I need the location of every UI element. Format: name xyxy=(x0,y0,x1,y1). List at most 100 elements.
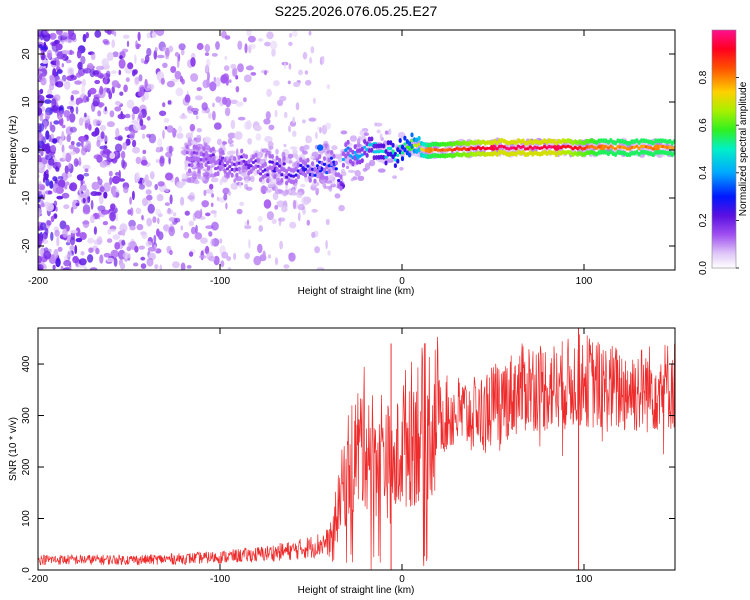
spectrogram-ridge-core xyxy=(382,150,386,154)
spectrogram-ridge-core xyxy=(464,147,468,152)
spectrogram-halo-blob xyxy=(369,159,376,167)
spectrogram-noise-blob xyxy=(202,79,210,89)
spectrogram-noise-blob xyxy=(295,102,300,111)
spectrogram-ridge-core xyxy=(389,146,393,150)
spectrogram-ridge-edge xyxy=(417,136,421,141)
spectrogram-noise-blob xyxy=(238,181,242,189)
spectrogram-ridge-edge xyxy=(254,164,258,170)
spectrogram-noise-blob xyxy=(266,88,272,97)
spectrogram-noise-blob xyxy=(110,249,119,258)
spectrogram-ridge-edge xyxy=(467,152,471,158)
spectrogram-noise-blob xyxy=(45,154,53,161)
spectrogram-ridge-edge xyxy=(306,169,310,175)
spectrogram-ridge-core xyxy=(237,161,241,165)
spectrogram-noise-blob xyxy=(225,202,228,210)
spectrogram-noise-blob xyxy=(210,210,217,214)
spectrogram-ridge-edge xyxy=(576,152,580,157)
spectrogram-ridge-edge xyxy=(509,151,513,157)
spectrogram-ridge-core xyxy=(474,147,478,151)
spectrogram-ridge-edge xyxy=(363,139,367,144)
spectrogram-noise-blob xyxy=(179,114,188,120)
spectrogram-noise-blob xyxy=(266,31,274,40)
spectrogram-ridge-core xyxy=(348,154,353,158)
spectrogram-noise-blob xyxy=(43,250,52,260)
spectrogram-ridge-core xyxy=(221,156,225,160)
spectrogram-halo-blob xyxy=(229,143,234,147)
spectrogram-ridge-edge xyxy=(576,140,580,146)
spectrogram-ridge-edge xyxy=(445,141,450,147)
spectrogram-noise-blob xyxy=(302,119,306,124)
spectrogram-noise-blob xyxy=(308,30,312,36)
spectrogram-noise-blob xyxy=(38,190,42,195)
spectrogram-ridge-core xyxy=(211,153,215,157)
spectrogram-ridge-core xyxy=(408,147,412,151)
spectrogram-ridge-edge xyxy=(637,151,641,157)
spectrogram-ridge-core xyxy=(299,163,303,168)
spectrogram-noise-blob xyxy=(131,69,136,77)
spectrogram-halo-blob xyxy=(354,170,361,177)
spectrogram-ridge-edge xyxy=(488,151,492,157)
spectrogram-noise-blob xyxy=(47,88,52,96)
spectrogram-ridge-core xyxy=(602,144,606,148)
colorbar: 0.0 0.2 0.4 0.6 0.8 Normalized spectral ampl… xyxy=(698,29,749,275)
spectrogram-halo-blob xyxy=(203,136,212,144)
spectrogram-ridge-core xyxy=(545,146,549,150)
spectrogram-ridge-edge xyxy=(190,162,194,168)
spectrogram-noise-blob xyxy=(111,175,121,184)
spectrogram-noise-blob xyxy=(168,226,175,237)
spectrogram-ridge-edge xyxy=(524,140,528,146)
spectrogram-noise-blob xyxy=(122,34,130,39)
spectrogram-noise-blob xyxy=(281,205,288,213)
spectrogram-ridge-core xyxy=(292,174,296,178)
spectrogram-ridge-core xyxy=(360,153,364,157)
spectrogram-halo-blob xyxy=(184,164,188,171)
spectrogram-noise-blob xyxy=(73,158,79,167)
spectrogram-ridge-edge xyxy=(637,140,641,146)
spectrogram-noise-blob xyxy=(62,150,67,161)
spectrogram-noise-blob xyxy=(38,255,42,264)
spectrogram-noise-blob xyxy=(121,158,125,169)
spectrogram-noise-blob xyxy=(325,218,330,226)
spectrogram-ridge-edge xyxy=(202,157,206,163)
spectrogram-ridge-edge xyxy=(554,152,558,158)
spectrogram-ridge-edge xyxy=(533,139,537,144)
spectrogram-noise-blob xyxy=(246,30,252,37)
spectrogram-noise-blob xyxy=(145,241,153,247)
spectrogram-halo-blob xyxy=(287,153,294,159)
spectrogram-noise-blob xyxy=(106,87,111,94)
spectrogram-ridge-edge xyxy=(396,158,400,164)
spectrogram-noise-blob xyxy=(204,52,210,56)
spectrogram-noise-blob xyxy=(109,152,116,159)
spectrogram-halo-blob xyxy=(340,130,348,135)
spectrogram-noise-blob xyxy=(62,50,70,55)
spectrogram-noise-blob xyxy=(163,118,170,123)
spectrogram-noise-blob xyxy=(165,55,169,60)
spectrogram-ridge-edge xyxy=(223,168,227,174)
spectrogram-ridge-core xyxy=(507,147,511,151)
spectrogram-xlabel: Height of straight line (km) xyxy=(298,286,415,297)
spectrogram-ridge-edge xyxy=(495,140,499,146)
spectrogram-halo-blob xyxy=(330,168,335,175)
spectrogram-noise-blob xyxy=(82,197,86,204)
spectrogram-noise-blob xyxy=(268,124,275,131)
spectrogram-ridge-core xyxy=(609,144,613,148)
spectrogram-ridge-point xyxy=(316,144,324,151)
spectrogram-ridge-core xyxy=(533,145,537,149)
spectrogram-ridge-edge xyxy=(585,138,589,144)
spectrogram-ridge-edge xyxy=(550,150,554,156)
spectrogram-noise-blob xyxy=(314,246,320,254)
spectrogram-ridge-edge xyxy=(429,142,433,148)
spectrogram-ridge-edge xyxy=(344,153,348,159)
spectrogram-noise-blob xyxy=(149,171,155,180)
spectrogram-noise-blob xyxy=(124,113,131,119)
spectrogram-noise-blob xyxy=(162,129,165,140)
spectrogram-noise-blob xyxy=(129,196,133,205)
spectrogram-ridge-edge xyxy=(277,157,282,163)
spectrogram-ridge-core xyxy=(526,147,530,151)
spectrogram-ridge-edge xyxy=(275,167,279,172)
spectrogram-noise-blob xyxy=(72,199,78,210)
spectrogram-xtick-label: -100 xyxy=(210,276,230,287)
spectrogram-ridge-edge xyxy=(519,139,523,145)
spectrogram-noise-blob xyxy=(76,49,82,59)
spectrogram-halo-blob xyxy=(362,168,368,172)
